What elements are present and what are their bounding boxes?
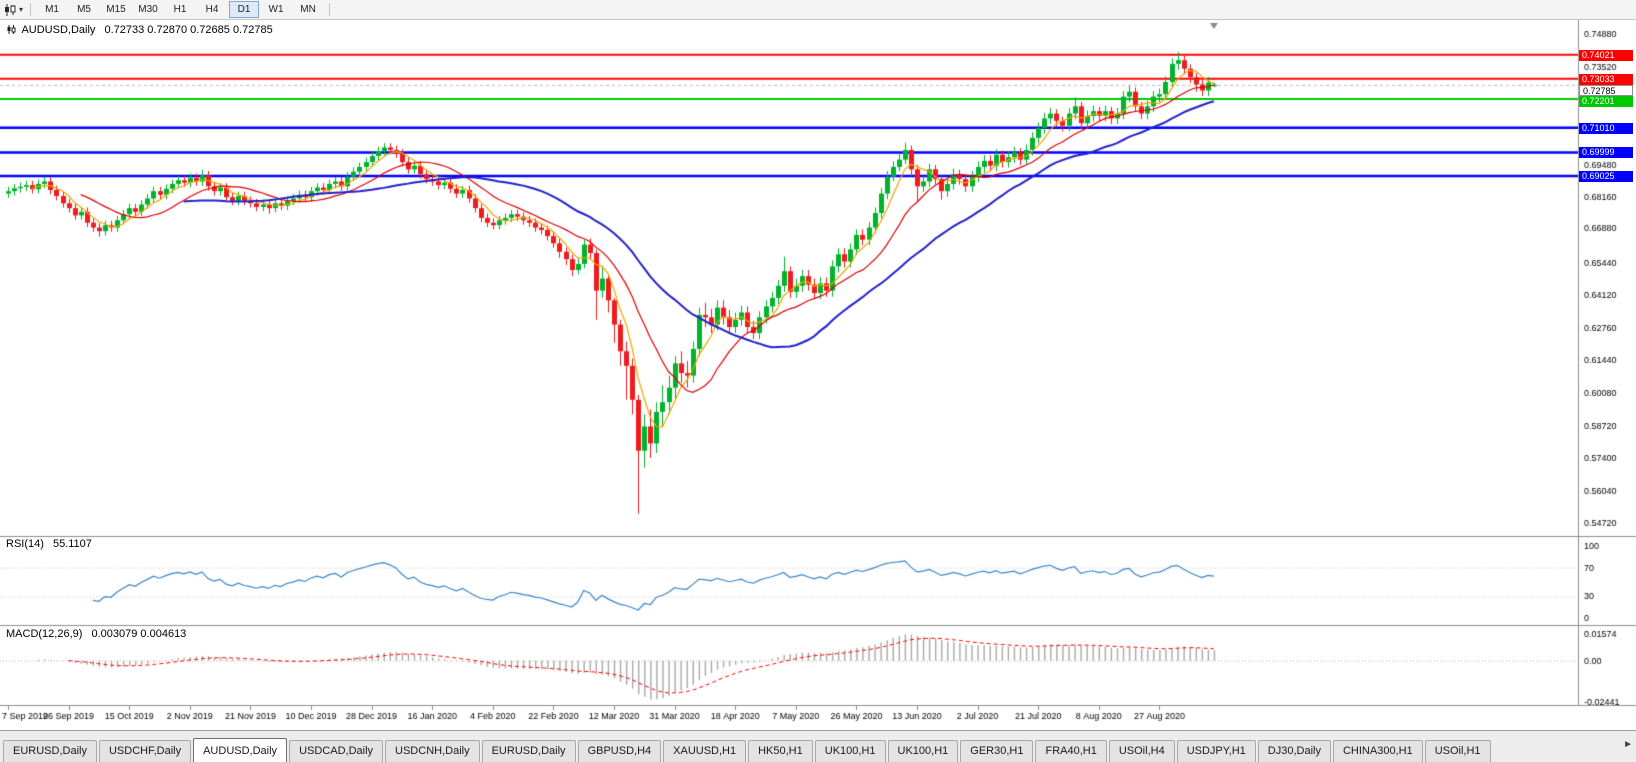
chart-tab-eurusd-daily[interactable]: EURUSD,Daily (3, 740, 97, 762)
chart-tab-eurusd-daily[interactable]: EURUSD,Daily (481, 740, 576, 762)
chart-tab-uk100-h1[interactable]: UK100,H1 (887, 740, 959, 762)
timeframe-button-m5[interactable]: M5 (77, 4, 91, 15)
candlestick-chart-icon (5, 3, 16, 16)
chevron-down-icon: ▾ (19, 5, 24, 14)
rsi-header: RSI(14) 55.1107 (6, 538, 92, 550)
chart-tab-xauusd-h1[interactable]: XAUUSD,H1 (663, 740, 747, 762)
timeframe-button-mn[interactable]: MN (300, 4, 316, 15)
chart-tabs-bar: EURUSD,Daily USDCHF,Daily AUDUSD,Daily USDC… (0, 730, 1636, 762)
chart-tab-fra40-h1[interactable]: FRA40,H1 (1035, 740, 1107, 762)
chart-tab-gbpusd-h4[interactable]: GBPUSD,H4 (577, 740, 662, 762)
chart-tab-usdcnh-daily[interactable]: USDCNH,Daily (385, 740, 480, 762)
timeframe-button-d1[interactable]: D1 (229, 1, 260, 18)
hline-price-label: 0.69025 (1579, 171, 1633, 182)
hline-price-label: 0.71010 (1579, 123, 1633, 134)
chart-title: AUDUSD,Daily 0.72733 0.72870 0.72685 0.7… (7, 24, 273, 37)
tab-scroll-right-button[interactable]: ► (1623, 739, 1633, 750)
chart-tab-usoil-h4[interactable]: USOil,H4 (1108, 740, 1175, 762)
macd-header: MACD(12,26,9) 0.003079 0.004613 (6, 628, 186, 640)
toolbar-separator (30, 3, 32, 16)
rsi-indicator-label: RSI(14) (6, 538, 44, 550)
hline-price-label: 0.74021 (1579, 50, 1633, 61)
chart-tab-dj30-daily[interactable]: DJ30,Daily (1257, 740, 1331, 762)
timeframe-button-h1[interactable]: H1 (173, 4, 187, 15)
chart-tab-usoil-h1[interactable]: USOil,H1 (1424, 740, 1491, 762)
timeframe-button-m1[interactable]: M1 (45, 4, 59, 15)
macd-indicator-label: MACD(12,26,9) (6, 628, 83, 640)
chart-tab-audusd-daily[interactable]: AUDUSD,Daily (193, 738, 288, 762)
toolbar-separator (329, 3, 331, 16)
rsi-indicator-value: 55.1107 (52, 538, 92, 550)
chart-tab-china300-h1[interactable]: CHINA300,H1 (1332, 740, 1423, 762)
current-price-label: 0.72785 (1579, 85, 1633, 96)
chart-ohlc-values: 0.72733 0.72870 0.72685 0.72785 (104, 24, 273, 36)
chart-tab-usdcad-daily[interactable]: USDCAD,Daily (289, 740, 384, 762)
chart-tab-usdjpy-h1[interactable]: USDJPY,H1 (1176, 740, 1256, 762)
chart-tab-ger30-h1[interactable]: GER30,H1 (960, 740, 1034, 762)
macd-indicator-value: 0.003079 0.004613 (91, 628, 187, 640)
timeframe-button-m15[interactable]: M15 (106, 4, 126, 15)
timeframe-button-m30[interactable]: M30 (138, 4, 158, 15)
chart-tab-usdchf-daily[interactable]: USDCHF,Daily (98, 740, 192, 762)
timeframe-toolbar: ▾ M1 M5 M15 M30 H1 H4 D1 W1 MN (0, 0, 1636, 20)
timeframe-button-w1[interactable]: W1 (268, 4, 284, 15)
chart-symbol-label: AUDUSD,Daily (21, 24, 96, 36)
hline-price-label: 0.73033 (1579, 74, 1633, 85)
chart-symbol-icon (7, 25, 16, 37)
hline-price-label: 0.72201 (1579, 96, 1633, 107)
hline-price-label: 0.69999 (1579, 147, 1633, 158)
timeframe-buttons-group: M1 M5 M15 M30 H1 H4 D1 W1 MN (36, 1, 324, 18)
timeframe-button-h4[interactable]: H4 (205, 4, 219, 15)
chart-tab-uk100-h1[interactable]: UK100,H1 (814, 740, 886, 762)
chart-period-dropdown[interactable]: ▾ (4, 3, 24, 16)
chart-tab-hk50-h1[interactable]: HK50,H1 (748, 740, 813, 762)
